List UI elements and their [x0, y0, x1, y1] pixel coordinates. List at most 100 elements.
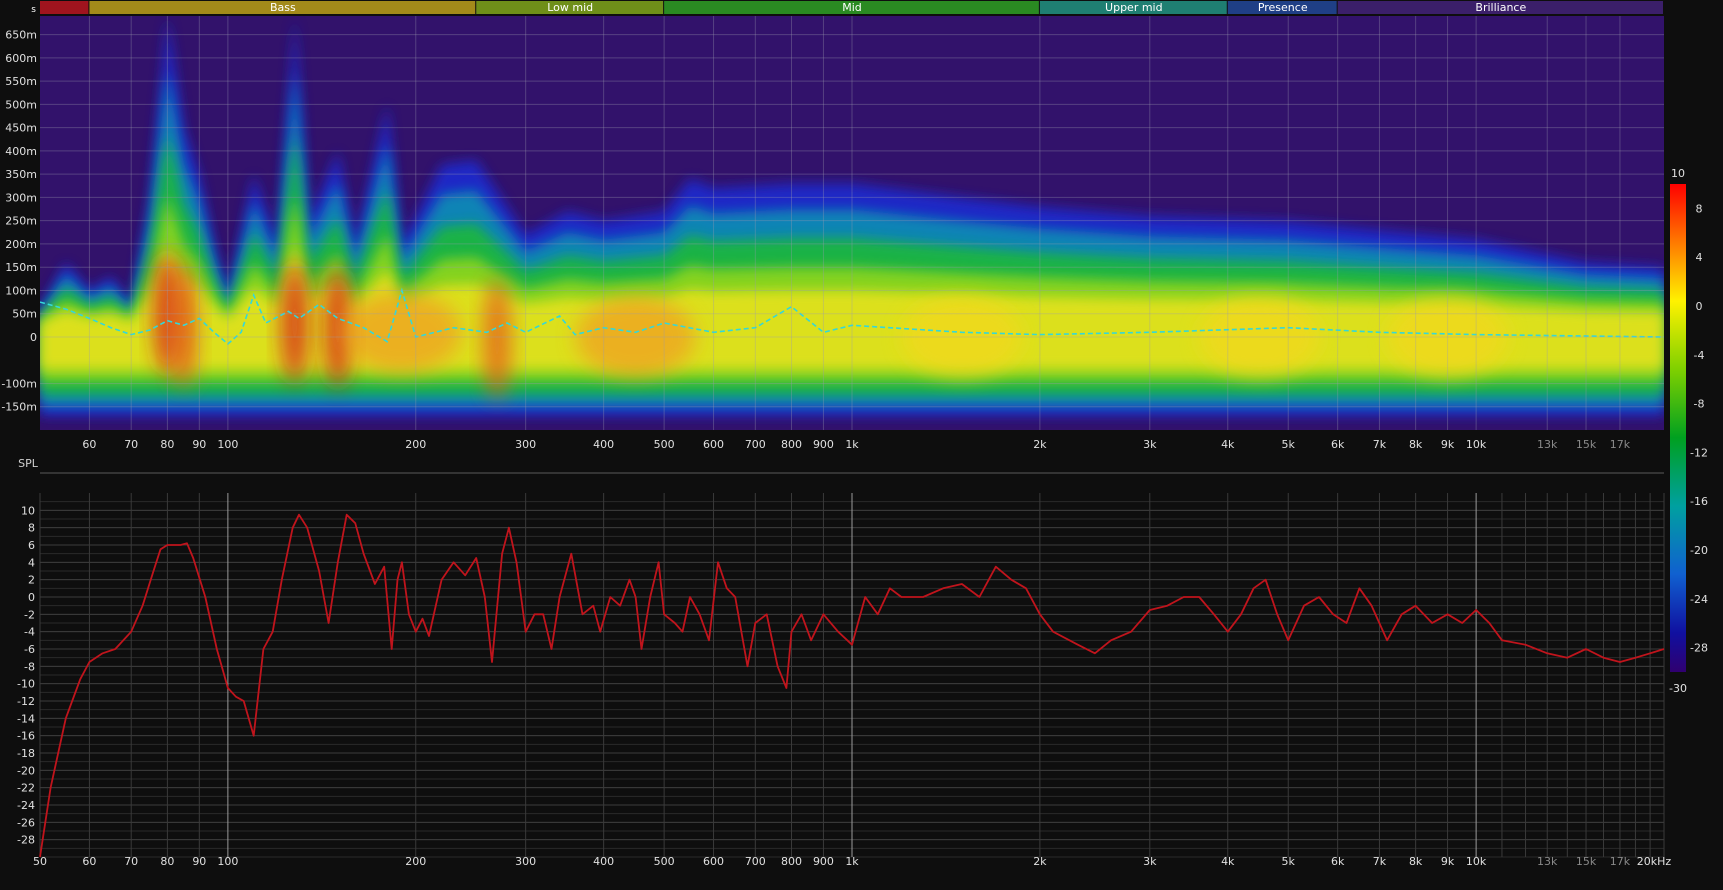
spectrogram-y-tick-label: 0 [30, 331, 37, 344]
spectrogram-x-tick-label: 9k [1441, 438, 1455, 450]
spectrogram-x-tick-label: 17k [1610, 438, 1631, 450]
spectrogram-x-tick-label: 8k [1409, 438, 1423, 450]
spl-y-tick-label: -14 [17, 712, 35, 725]
band-segment [1337, 1, 1663, 14]
spectrogram-hotspot [575, 296, 696, 377]
spectrogram-hotspot [901, 296, 1022, 377]
colorbar: 10 8 4 0 -4 -8 -12 -16 -20 -24 -28 -30 [1669, 167, 1708, 695]
band-label: Brilliance [1475, 1, 1526, 14]
spectrogram-y-tick-label: 50m [12, 308, 37, 321]
spl-x-tick-label: 9k [1441, 855, 1455, 868]
spl-x-tick-label: 2k [1033, 855, 1047, 868]
spl-y-tick-label: -18 [17, 747, 35, 760]
spectrogram-y-tick-label: 600m [5, 52, 37, 65]
spl-y-tick-label: -28 [17, 834, 35, 847]
time-axis-unit: s [31, 5, 36, 15]
spectrogram-hotspot [1199, 296, 1320, 377]
colorbar-label: -12 [1690, 446, 1708, 459]
spl-x-tick-label: 200 [405, 855, 426, 868]
spectrogram-x-tick-label: 10k [1466, 438, 1487, 450]
spl-x-tick-label: 50 [33, 855, 47, 868]
spectrogram-y-tick-label: 450m [5, 122, 37, 135]
spectrogram-y-tick-label: 300m [5, 191, 37, 204]
spectrogram-x-tick-label: 600 [703, 438, 724, 450]
spectrogram-x-tick-label: 5k [1282, 438, 1296, 450]
spl-response-line [39, 513, 1665, 858]
band-label: Upper mid [1105, 1, 1163, 14]
spl-x-tick-label: 10k [1466, 855, 1487, 868]
band-label: Bass [270, 1, 296, 14]
spl-x-tick-label: 20kHz [1637, 855, 1672, 868]
spl-x-tick-label: 7k [1373, 855, 1387, 868]
spl-x-tick-label: 900 [813, 855, 834, 868]
spectrogram-x-tick-label: 200 [405, 438, 426, 450]
frequency-band-bar: Bass Low mid Mid Upper mid Presence Brillianc… [40, 1, 1663, 14]
spectrogram-hotspot [323, 267, 352, 388]
spl-y-tick-label: -16 [17, 730, 35, 743]
spl-x-tick-label: 80 [160, 855, 174, 868]
colorbar-label: -20 [1690, 544, 1708, 557]
spectrogram-y-tick-label: 650m [5, 29, 37, 42]
spectrogram-x-tick-label: 700 [745, 438, 766, 450]
spl-y-tick-label: -26 [17, 816, 35, 829]
band-label: Mid [842, 1, 862, 14]
spectrogram-y-tick-label: -150m [1, 401, 37, 414]
spl-y-tick-label: -12 [17, 695, 35, 708]
spl-x-tick-label: 6k [1331, 855, 1345, 868]
spl-x-tick-label: 1k [845, 855, 859, 868]
spectrogram-x-tick-label: 800 [781, 438, 802, 450]
spl-x-tick-label: 400 [593, 855, 614, 868]
spl-y-tick-label: 4 [28, 556, 35, 569]
spectrogram-hotspot [341, 292, 462, 373]
spectrogram-x-tick-label: 4k [1221, 438, 1235, 450]
colorbar-label: 0 [1696, 300, 1703, 313]
spectrogram-chart: s 650m 600m 550m 500m 450m 400m 350m 300m 250m 20… [1, 5, 1664, 450]
band-segment [89, 1, 476, 14]
spl-x-tick-label: 17k [1610, 855, 1631, 868]
spectrogram-y-tick-label: 550m [5, 75, 37, 88]
spl-x-tick-label: 100 [217, 855, 238, 868]
spectrogram-y-tick-label: 100m [5, 284, 37, 297]
colorbar-label: -16 [1690, 495, 1708, 508]
spectrogram-x-tick-label: 3k [1143, 438, 1157, 450]
spectrogram-x-tick-label: 1k [845, 438, 859, 450]
spectrogram-x-tick-label: 13k [1537, 438, 1558, 450]
spl-y-tick-label: 2 [28, 574, 35, 587]
colorbar-label: 8 [1696, 202, 1703, 215]
colorbar-label: 4 [1696, 251, 1703, 264]
spl-x-tick-label: 700 [745, 855, 766, 868]
spl-chart: SPL 10 8 6 4 2 0 -2 -4 -6 -8 -10 -12 -14 -16 -18 -20 -22… [17, 457, 1672, 868]
spectrogram-y-tick-label: 150m [5, 261, 37, 274]
spectrogram-x-tick-label: 70 [124, 438, 138, 450]
band-segment [1039, 1, 1227, 14]
spl-y-tick-label: -4 [24, 626, 35, 639]
spectrogram-x-tick-label: 500 [654, 438, 675, 450]
colorbar-label: 10 [1671, 167, 1685, 180]
spectrogram-x-tick-label: 300 [515, 438, 536, 450]
spl-y-tick-label: -22 [17, 782, 35, 795]
spectrogram-x-tick-label: 7k [1373, 438, 1387, 450]
band-segment [1227, 1, 1337, 14]
spectrogram-hotspot [280, 263, 309, 384]
colorbar-gradient [1670, 184, 1686, 672]
spectrogram-x-tick-label: 100 [217, 438, 238, 450]
spl-x-tick-label: 300 [515, 855, 536, 868]
decay-dashed-line [40, 287, 1664, 345]
band-segment [664, 1, 1039, 14]
spl-y-tick-label: 6 [28, 539, 35, 552]
spl-y-tick-label: 10 [21, 504, 35, 517]
spl-x-tick-label: 60 [82, 855, 96, 868]
spl-y-tick-label: -6 [24, 643, 35, 656]
spl-x-tick-label: 70 [124, 855, 138, 868]
spectrogram-x-tick-label: 15k [1576, 438, 1597, 450]
spl-y-tick-label: 8 [28, 522, 35, 535]
spectrogram-hotspot [1387, 296, 1508, 377]
spl-x-tick-label: 15k [1576, 855, 1597, 868]
colorbar-label: -4 [1694, 349, 1705, 362]
spectrogram-x-tick-label: 400 [593, 438, 614, 450]
spl-y-tick-label: -10 [17, 678, 35, 691]
spectrogram-x-tick-label: 6k [1331, 438, 1345, 450]
spl-y-tick-label: -2 [24, 608, 35, 621]
band-segment [40, 1, 89, 14]
band-label: Presence [1258, 1, 1308, 14]
